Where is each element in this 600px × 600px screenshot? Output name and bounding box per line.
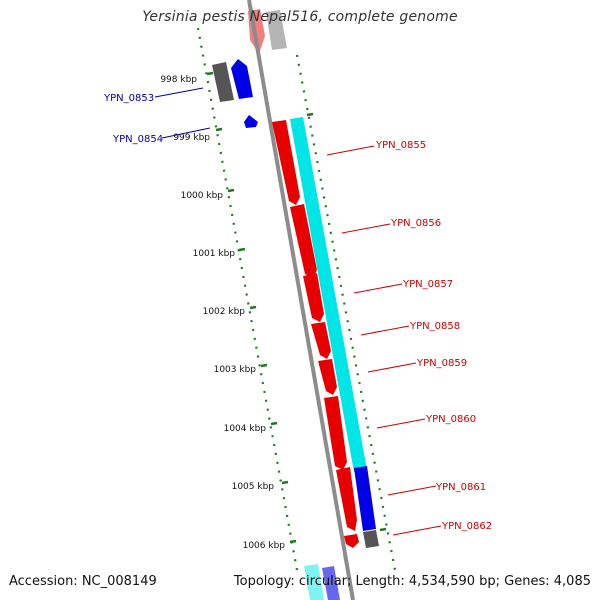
ruler-tick-label: 1001 kbp	[193, 249, 236, 259]
leader-line-ypn-0858	[360, 325, 410, 336]
leader-line-ypn-0855	[326, 145, 375, 156]
ruler-tick-label: 1004 kbp	[224, 424, 267, 434]
ruler-tick-label: 999 kbp	[173, 133, 210, 143]
gray-gene-block-lower[interactable]	[363, 530, 379, 548]
leader-line-ypn-0854	[161, 127, 211, 139]
accession-text: Accession: NC_008149	[9, 574, 157, 589]
ruler-tick	[238, 247, 246, 252]
forward-gene-ypn-0858[interactable]	[311, 322, 331, 359]
leader-line-ypn-0860	[376, 418, 426, 429]
genome-backbone	[247, 0, 355, 600]
gene-label-ypn-0853[interactable]: YPN_0853	[103, 93, 154, 104]
ruler-dotted-line-left	[196, 27, 299, 571]
ruler-tick-label: 1003 kbp	[214, 365, 257, 375]
reverse-gene-ypn-0853[interactable]	[231, 59, 253, 99]
ruler-tick	[206, 71, 214, 76]
leader-line-ypn-0856	[341, 223, 391, 234]
genome-title: Yersinia pestis Nepal516, complete genom…	[142, 9, 458, 25]
forward-gene-ypn-0861[interactable]	[336, 467, 357, 531]
forward-gene-ypn-0860[interactable]	[324, 396, 347, 470]
reverse-gene-ypn-0854[interactable]	[244, 115, 258, 128]
ruler-tick	[227, 188, 235, 193]
feature-track-band[interactable]	[290, 117, 367, 472]
gene-label-ypn-0858[interactable]: YPN_0858	[409, 321, 460, 332]
gene-label-ypn-0862[interactable]: YPN_0862	[441, 521, 492, 532]
leader-line-ypn-0859	[367, 362, 417, 373]
ruler-tick-label: 1000 kbp	[181, 191, 224, 201]
ruler-tick	[289, 539, 297, 544]
ruler-tick	[249, 305, 257, 310]
partial-reverse-gene-bottom[interactable]	[322, 566, 340, 600]
partial-gray-gene-top[interactable]	[266, 10, 287, 50]
forward-gene-ypn-0856[interactable]	[290, 204, 317, 278]
gene-label-ypn-0854[interactable]: YPN_0854	[112, 134, 163, 145]
gene-label-ypn-0860[interactable]: YPN_0860	[425, 414, 476, 425]
forward-gene-ypn-0855[interactable]	[272, 120, 300, 205]
ruler-tick-label: 1005 kbp	[232, 482, 275, 492]
ruler-tick	[281, 480, 289, 485]
ruler-tick-label: 1002 kbp	[203, 307, 246, 317]
partial-feature-track-bottom[interactable]	[304, 564, 324, 600]
forward-gene-ypn-0862[interactable]	[344, 534, 359, 548]
gene-label-ypn-0856[interactable]: YPN_0856	[390, 218, 441, 229]
ruler-dotted-line-right	[295, 54, 397, 571]
gene-label-ypn-0857[interactable]: YPN_0857	[402, 279, 453, 290]
gene-label-ypn-0855[interactable]: YPN_0855	[375, 140, 426, 151]
gene-label-ypn-0859[interactable]: YPN_0859	[416, 358, 467, 369]
boundary-tick	[379, 527, 387, 532]
topology-summary: Topology: circular; Length: 4,534,590 bp…	[233, 574, 591, 589]
leader-line-ypn-0853	[154, 87, 204, 98]
leader-line-ypn-0857	[353, 283, 403, 294]
leader-line-ypn-0862	[392, 525, 442, 536]
ruler-tick-label: 998 kbp	[160, 75, 197, 85]
ruler-tick	[260, 363, 268, 368]
forward-gene-ypn-0857[interactable]	[303, 273, 324, 322]
leader-line-ypn-0861	[387, 485, 437, 496]
gray-gene-block[interactable]	[212, 62, 234, 102]
ruler-tick	[215, 127, 223, 132]
boundary-tick	[306, 112, 314, 117]
gene-label-ypn-0861[interactable]: YPN_0861	[435, 482, 486, 493]
ruler-tick-label: 1006 kbp	[243, 541, 286, 551]
reverse-gene-block-lower[interactable]	[354, 466, 376, 531]
ruler-tick	[270, 421, 278, 426]
forward-gene-ypn-0859[interactable]	[318, 359, 337, 395]
